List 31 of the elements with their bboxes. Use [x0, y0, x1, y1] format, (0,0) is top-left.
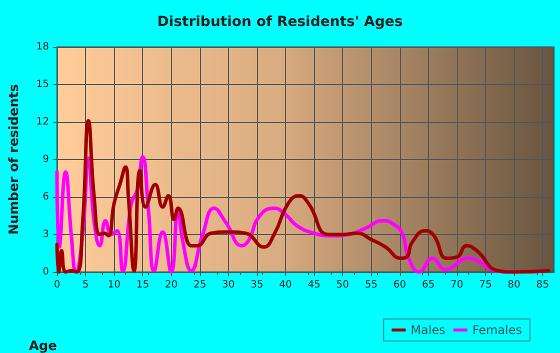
x-tick-label: 40: [279, 280, 292, 290]
x-tick-label: 65: [422, 280, 435, 290]
line-series: [55, 119, 550, 274]
x-tick-label: 70: [450, 280, 464, 290]
x-tick-label: 25: [193, 280, 206, 290]
x-tick-label: 5: [82, 280, 89, 290]
legend-label: Males: [410, 323, 446, 337]
y-tick-label: 3: [42, 229, 49, 240]
x-tick-label: 35: [250, 280, 264, 290]
x-tick-label: 55: [364, 280, 378, 290]
y-tick-label: 12: [36, 116, 49, 128]
x-tick-label: 10: [108, 280, 120, 290]
chart-title: Distribution of Residents' Ages: [157, 14, 403, 30]
x-tick-label: 20: [164, 280, 178, 290]
x-axis-title: Age: [28, 339, 58, 353]
y-axis-title: Number of residents: [7, 84, 22, 235]
x-tick-label: 15: [136, 280, 150, 290]
x-tick-label: 80: [508, 280, 520, 290]
y-tick-label: 6: [42, 192, 49, 202]
x-tick-label: 45: [308, 280, 320, 290]
legend-label: Females: [472, 323, 522, 337]
x-tick-label: 60: [393, 280, 406, 290]
x-tick-label: 75: [479, 280, 492, 290]
x-tick-label: 0: [54, 280, 60, 290]
y-tick-label: 0: [42, 266, 49, 278]
x-tick-label: 85: [536, 280, 549, 290]
y-tick-label: 18: [36, 42, 49, 52]
y-tick-label: 15: [36, 79, 49, 90]
y-tick-label: 9: [42, 154, 49, 165]
x-tick-label: 50: [336, 280, 349, 290]
x-tick-label: 30: [222, 280, 235, 290]
